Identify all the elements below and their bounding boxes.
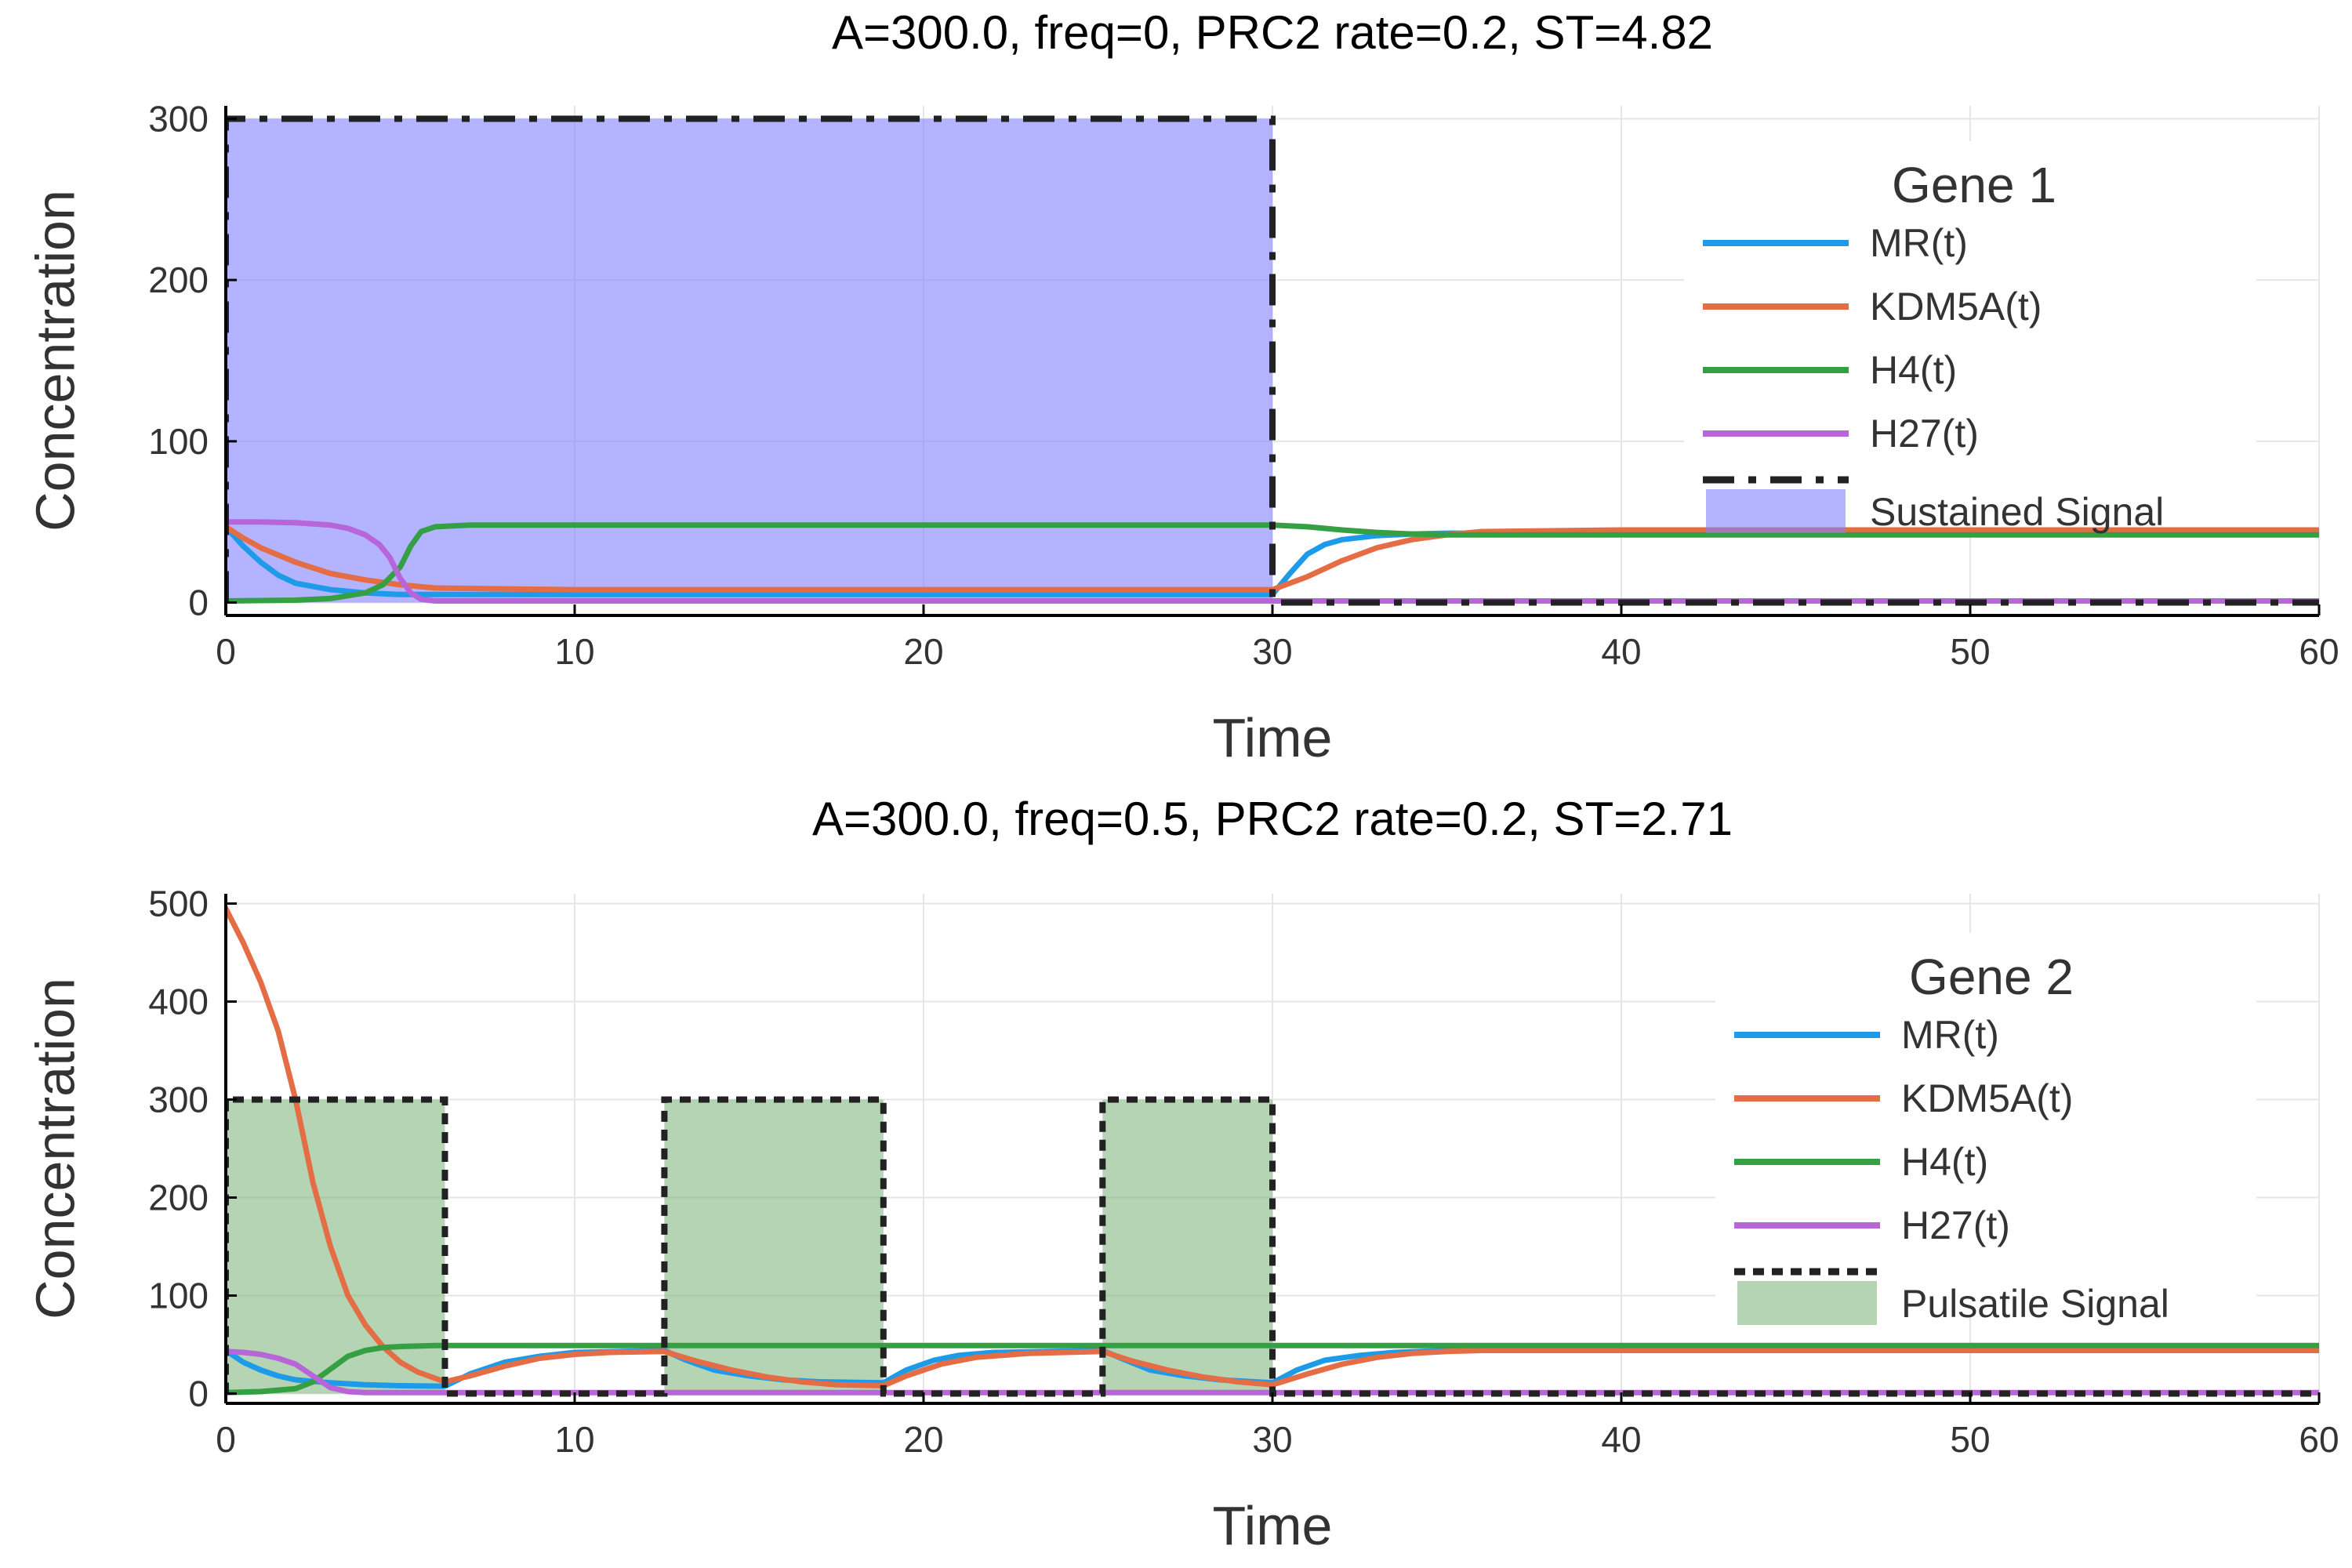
x-tick-label-60: 60 — [2299, 631, 2339, 672]
panel-1: 0 10 20 30 40 50 60 0 100 200 300 A=300.0, freq=0, … — [24, 6, 2339, 768]
y-tick-label-500: 500 — [148, 884, 209, 924]
signal-fill-pulse-1 — [226, 118, 1272, 603]
chart-title: A=300.0, freq=0, PRC2 rate=0.2, ST=4.82 — [832, 6, 1713, 59]
x-tick-label-10: 10 — [554, 631, 594, 672]
chart-title: A=300.0, freq=0.5, PRC2 rate=0.2, ST=2.7… — [812, 793, 1733, 845]
series-line-h4t — [226, 1342, 2319, 1396]
series-line-kdm5at — [226, 906, 2319, 1388]
panel-2-plot-area — [226, 906, 2319, 1397]
legend-title: Gene 1 — [1892, 157, 2056, 213]
signal-fill-pulse-2 — [664, 1099, 884, 1394]
panel-2: 0 10 20 30 40 50 60 0 100 200 300 400 500 A=300.0, fr… — [24, 793, 2339, 1556]
x-tick-label-40: 40 — [1601, 631, 1641, 672]
x-axis-label: Time — [1213, 707, 1333, 768]
x-tick-label-10: 10 — [554, 1419, 594, 1460]
signal-outline — [226, 115, 2319, 606]
y-tick-label-100: 100 — [148, 421, 209, 462]
legend-label-signal: Pulsatile Signal — [1901, 1282, 2169, 1326]
legend-label-2: KDM5A(t) — [1901, 1076, 2073, 1120]
y-axis-label: Concentration — [24, 190, 85, 532]
legend-label-3: H4(t) — [1870, 348, 1957, 392]
y-tick-label-200: 200 — [148, 260, 209, 300]
y-tick-label-300: 300 — [148, 1080, 209, 1120]
y-axis-label: Concentration — [24, 978, 85, 1319]
x-tick-label-30: 30 — [1252, 1419, 1292, 1460]
x-tick-label-60: 60 — [2299, 1419, 2339, 1460]
signal-outline — [226, 1096, 2319, 1397]
legend-box — [1684, 141, 2256, 525]
series-line-h4t — [226, 522, 2319, 604]
x-tick-label-30: 30 — [1252, 631, 1292, 672]
x-tick-label-0: 0 — [216, 1419, 236, 1460]
x-tick-label-0: 0 — [216, 631, 236, 672]
series-line-h27t — [226, 1348, 2319, 1396]
y-tick-label-200: 200 — [148, 1178, 209, 1218]
legend-label-3: H4(t) — [1901, 1140, 1988, 1184]
x-tick-label-20: 20 — [903, 631, 943, 672]
y-tick-label-400: 400 — [148, 982, 209, 1022]
x-tick-label-50: 50 — [1950, 631, 1990, 672]
legend-box — [1715, 933, 2256, 1317]
y-tick-label-100: 100 — [148, 1276, 209, 1316]
legend-label-1: MR(t) — [1901, 1013, 1999, 1057]
signal-fill-pulse-3 — [1102, 1099, 1272, 1394]
y-tick-label-0: 0 — [188, 1374, 209, 1414]
legend-label-signal: Sustained Signal — [1870, 490, 2164, 534]
legend-sample-signal-fill — [1706, 489, 1846, 533]
series-line-mrt — [226, 1348, 2319, 1389]
y-tick-label-300: 300 — [148, 98, 209, 139]
legend-label-4: H27(t) — [1870, 412, 1979, 456]
legend-title: Gene 2 — [1909, 949, 2074, 1005]
legend-sample-signal-fill — [1737, 1281, 1877, 1325]
x-tick-label-50: 50 — [1950, 1419, 1990, 1460]
legend-label-4: H27(t) — [1901, 1203, 2010, 1247]
signal-fill-pulse-1 — [226, 1099, 445, 1394]
x-axis-label: Time — [1213, 1495, 1333, 1556]
y-tick-label-0: 0 — [188, 583, 209, 623]
panel-1-plot-area — [226, 115, 2319, 606]
legend: Gene 2 MR(t) KDM5A(t) H4(t) H27(t) Pulsatile … — [1715, 933, 2256, 1326]
legend-label-1: MR(t) — [1870, 221, 1968, 265]
legend: Gene 1 MR(t) KDM5A(t) H4(t) H27(t) Sustained … — [1684, 141, 2256, 534]
x-tick-label-20: 20 — [903, 1419, 943, 1460]
legend-label-2: KDM5A(t) — [1870, 285, 2042, 328]
x-tick-label-40: 40 — [1601, 1419, 1641, 1460]
